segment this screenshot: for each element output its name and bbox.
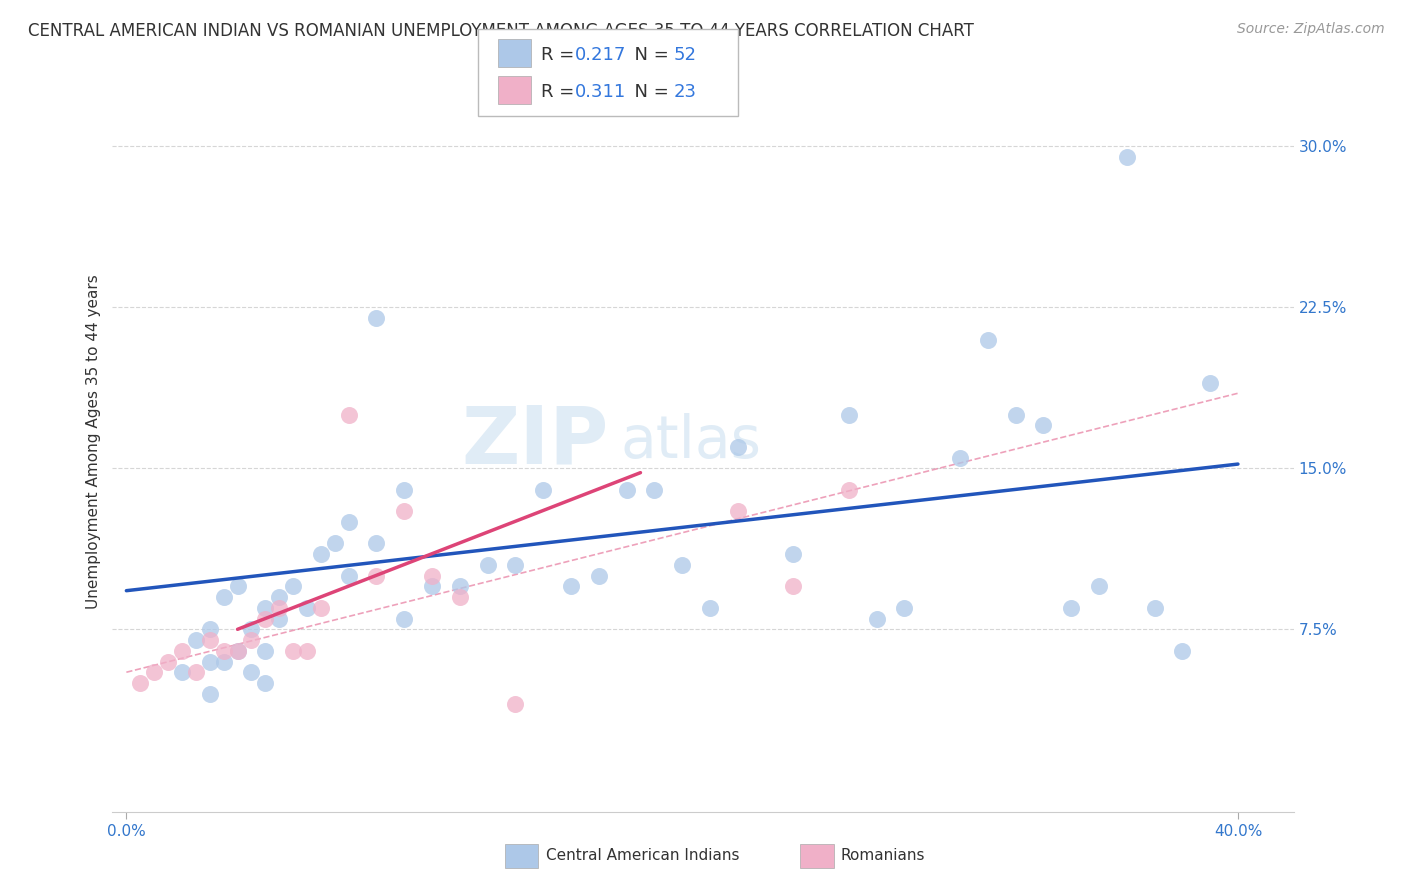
Text: atlas: atlas [620,413,761,470]
Point [366,311,388,326]
Point [531,483,554,497]
Point [1115,150,1137,164]
Point [337,568,360,582]
Y-axis label: Unemployment Among Ages 35 to 44 years: Unemployment Among Ages 35 to 44 years [86,274,101,609]
Text: 0.311: 0.311 [575,83,626,101]
Point [366,568,388,582]
Point [226,644,249,658]
Point [949,450,972,465]
Text: Romanians: Romanians [841,848,925,863]
Point [240,633,263,648]
Point [727,440,749,454]
Point [184,665,207,680]
Text: R =: R = [541,83,581,101]
Point [226,644,249,658]
Point [323,536,346,550]
Point [394,504,416,518]
Point [157,655,180,669]
Point [143,665,166,680]
Text: Source: ZipAtlas.com: Source: ZipAtlas.com [1237,22,1385,37]
Text: 52: 52 [673,46,696,64]
Point [198,633,221,648]
Point [254,611,277,625]
Point [337,408,360,422]
Point [782,547,804,561]
Point [281,579,304,593]
Text: Central American Indians: Central American Indians [546,848,740,863]
Point [212,655,235,669]
Point [226,579,249,593]
Point [366,536,388,550]
Point [449,590,471,604]
Point [699,600,721,615]
Point [616,483,638,497]
Point [505,698,527,712]
Point [269,590,291,604]
Text: ZIP: ZIP [461,402,609,481]
Point [643,483,665,497]
Point [269,611,291,625]
Point [671,558,693,572]
Point [394,611,416,625]
Point [560,579,582,593]
Point [1199,376,1222,390]
Point [838,483,860,497]
Point [254,600,277,615]
Point [893,600,915,615]
Text: 23: 23 [673,83,696,101]
Point [240,665,263,680]
Point [394,483,416,497]
Point [588,568,610,582]
Point [977,333,1000,347]
Point [198,687,221,701]
Point [1004,408,1026,422]
Point [727,504,749,518]
Text: N =: N = [623,46,675,64]
Point [309,547,332,561]
Text: 0.217: 0.217 [575,46,627,64]
Point [198,623,221,637]
Point [184,633,207,648]
Point [420,568,443,582]
Point [269,600,291,615]
Point [254,676,277,690]
Point [838,408,860,422]
Point [129,676,152,690]
Point [212,644,235,658]
Point [295,600,318,615]
Point [254,644,277,658]
Point [281,644,304,658]
Text: N =: N = [623,83,675,101]
Point [295,644,318,658]
Point [1032,418,1054,433]
Point [212,590,235,604]
Point [866,611,889,625]
Text: R =: R = [541,46,581,64]
Point [170,665,193,680]
Point [449,579,471,593]
Point [477,558,499,572]
Point [1088,579,1111,593]
Text: CENTRAL AMERICAN INDIAN VS ROMANIAN UNEMPLOYMENT AMONG AGES 35 TO 44 YEARS CORRE: CENTRAL AMERICAN INDIAN VS ROMANIAN UNEM… [28,22,974,40]
Point [170,644,193,658]
Point [309,600,332,615]
Point [198,655,221,669]
Point [782,579,804,593]
Point [337,515,360,529]
Point [240,623,263,637]
Point [1171,644,1194,658]
Point [1143,600,1166,615]
Point [1060,600,1083,615]
Point [420,579,443,593]
Point [505,558,527,572]
